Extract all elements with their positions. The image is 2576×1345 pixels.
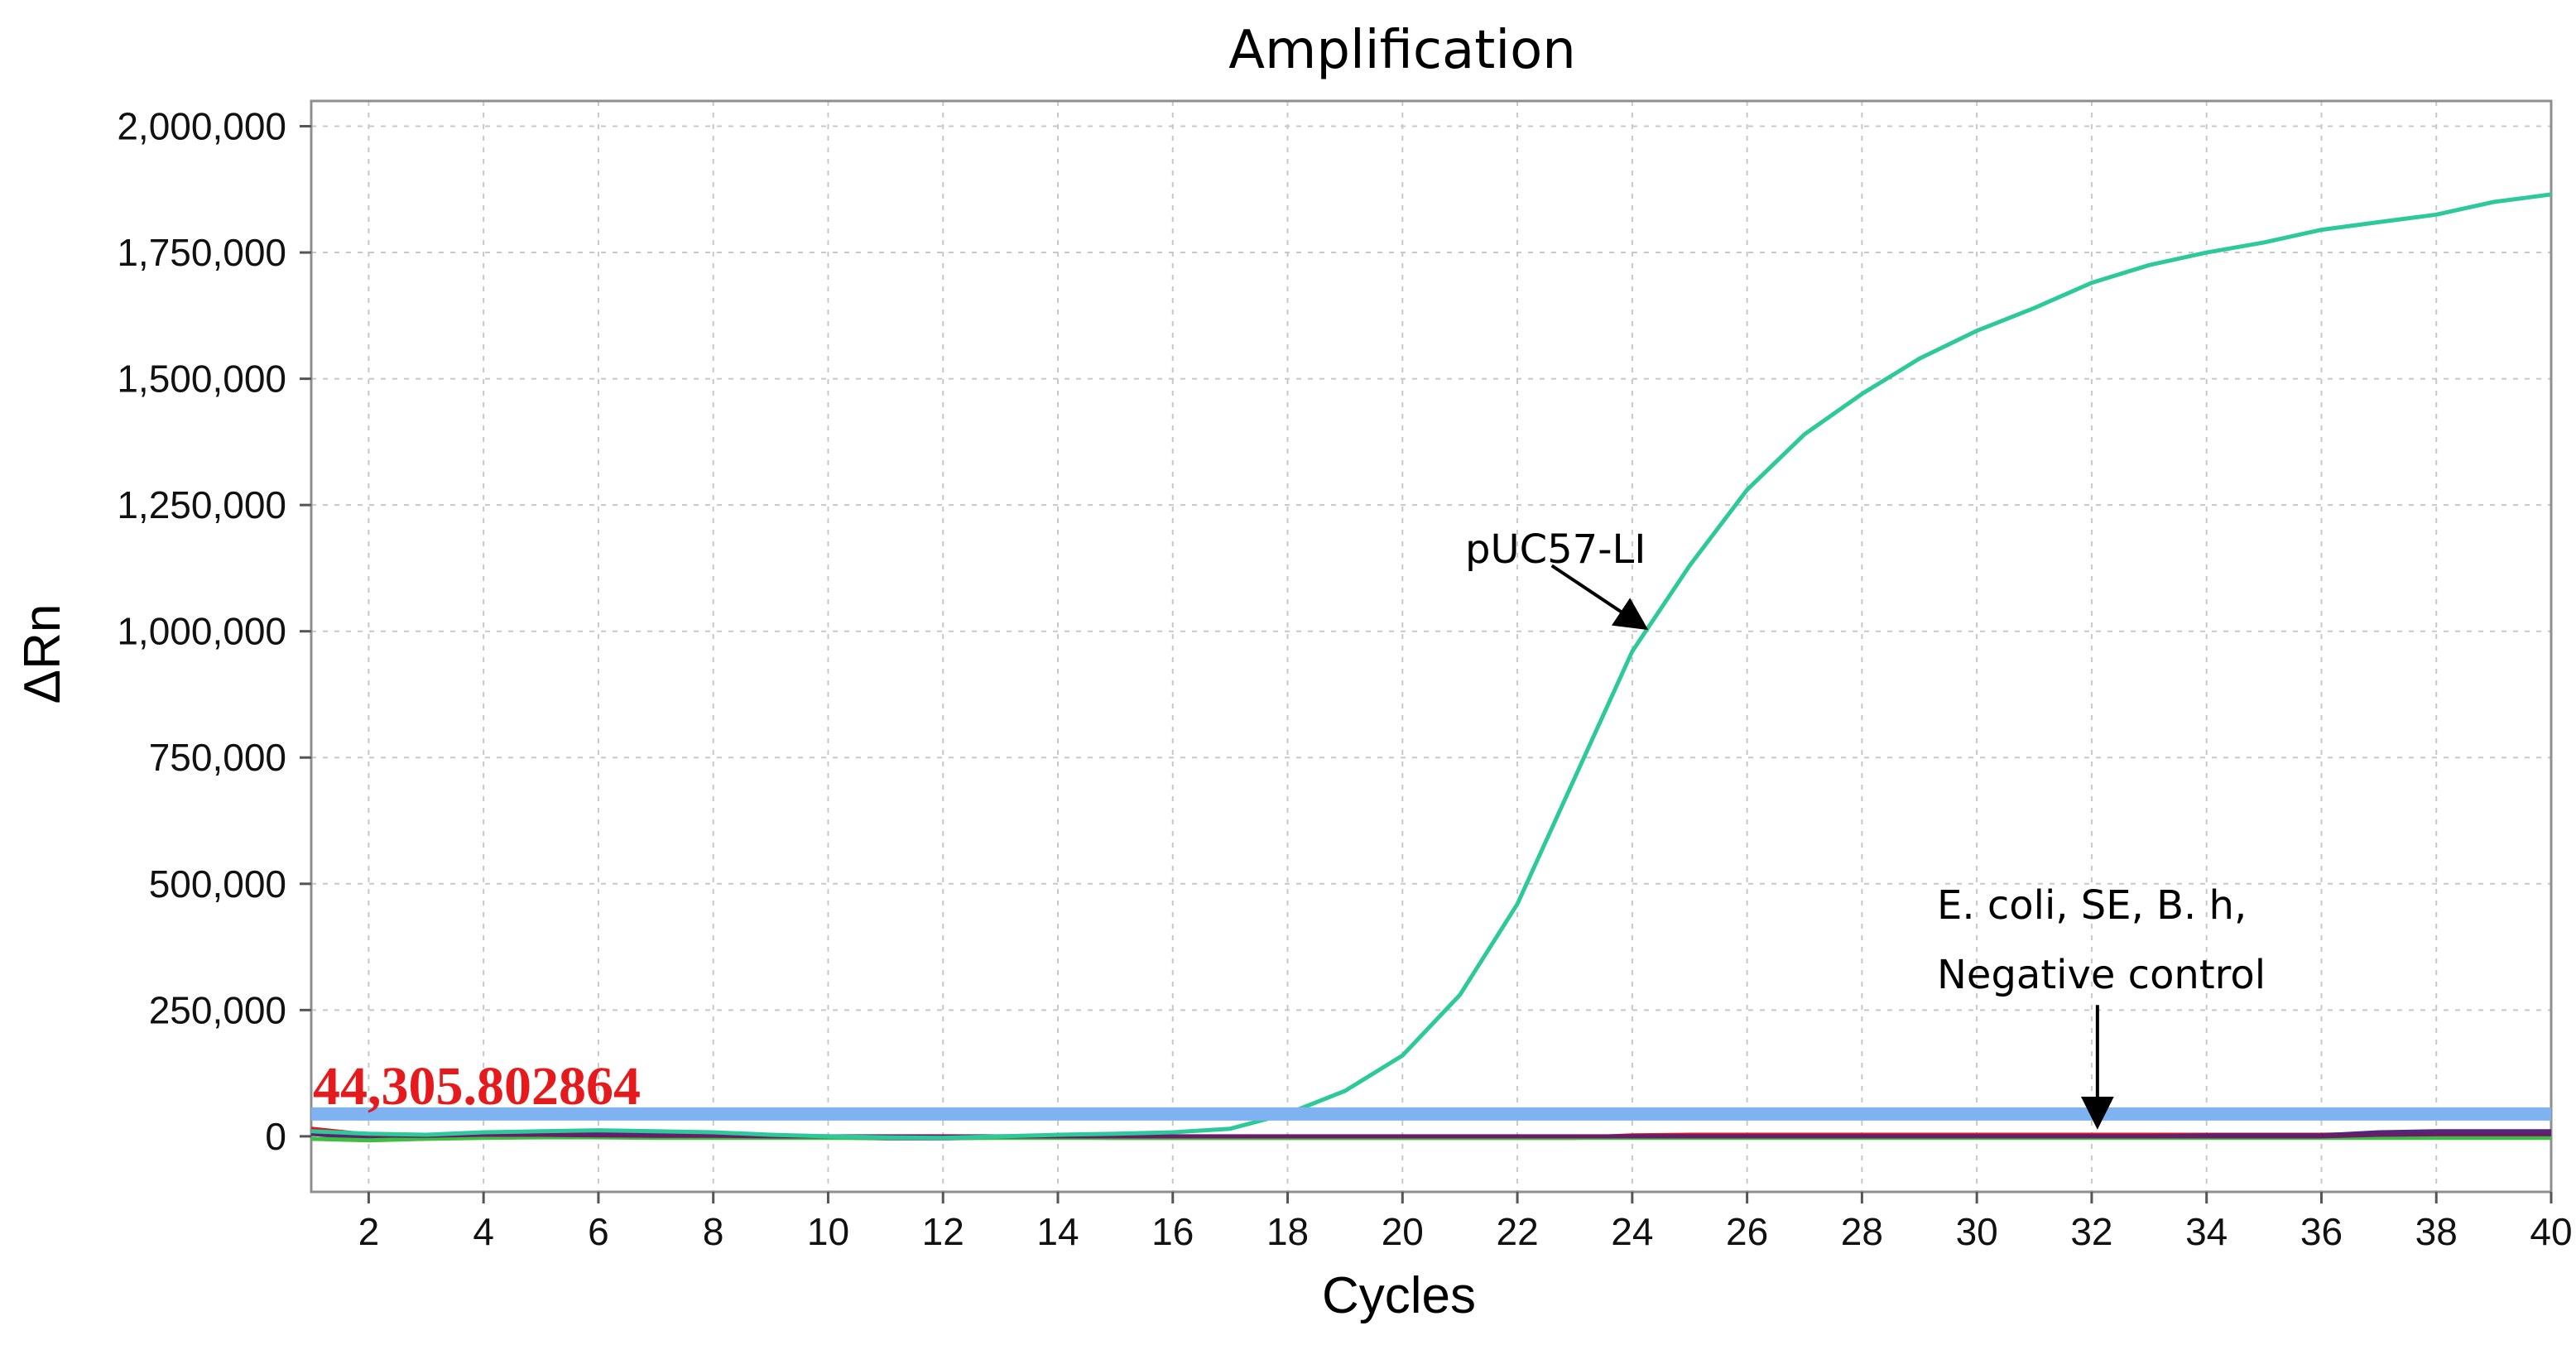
threshold-label: 44,305.802864 [313, 1056, 641, 1117]
x-tick-label: 12 [922, 1210, 964, 1253]
x-tick-label: 16 [1151, 1210, 1194, 1253]
series-line-negative-control [310, 1130, 2551, 1139]
x-tick-label: 32 [2070, 1210, 2112, 1253]
y-tick-label: 0 [265, 1115, 286, 1158]
chart-title: Amplification [1228, 20, 1576, 81]
annotation-baseline-label-line2: Negative control [1937, 952, 2266, 998]
x-tick-label: 18 [1266, 1210, 1309, 1253]
y-tick-label: 1,500,000 [117, 358, 286, 401]
x-axis-label: Cycles [1322, 1267, 1476, 1324]
y-tick-label: 1,250,000 [117, 483, 286, 526]
x-tick-label: 30 [1956, 1210, 1998, 1253]
threshold-layer: 44,305.802864 [311, 1056, 2551, 1121]
x-tick-label: 28 [1841, 1210, 1883, 1253]
x-tick-label: 36 [2300, 1210, 2343, 1253]
series-line-puc57-li [310, 192, 2552, 1141]
y-tick-label: 250,000 [149, 988, 286, 1031]
y-tick-label: 500,000 [149, 862, 286, 905]
x-tick-label: 24 [1611, 1210, 1653, 1253]
x-tick-label: 2 [358, 1210, 380, 1253]
annotation-layer: pUC57-LI E. coli, SE, B. h, Negative con… [1465, 526, 2266, 1130]
y-axis-label: ΔRn [14, 604, 71, 704]
x-tick-label: 10 [807, 1210, 849, 1253]
x-tick-label: 4 [473, 1210, 494, 1253]
x-tick-label: 38 [2415, 1210, 2458, 1253]
y-tick-label: 1,750,000 [117, 231, 286, 274]
y-tick-label: 2,000,000 [117, 105, 286, 148]
x-tick-label: 8 [703, 1210, 724, 1253]
x-tick-label: 26 [1726, 1210, 1768, 1253]
x-tick-label: 40 [2530, 1210, 2572, 1253]
y-tick-label: 750,000 [149, 736, 286, 779]
annotation-baseline-label-line1: E. coli, SE, B. h, [1937, 882, 2247, 929]
plot-frame [310, 99, 2553, 1194]
x-tick-label: 20 [1382, 1210, 1424, 1253]
x-tick-label: 34 [2185, 1210, 2228, 1253]
y-tick-label: 1,000,000 [117, 610, 286, 653]
x-tick-label: 14 [1036, 1210, 1079, 1253]
grid-layer [311, 101, 2552, 1192]
x-tick-label: 22 [1496, 1210, 1538, 1253]
x-tick-label: 6 [588, 1210, 609, 1253]
annotation-puc57-arrow [1550, 564, 1649, 631]
annotation-puc57-label: pUC57-LI [1465, 526, 1646, 573]
axis-layer: 2 4 6 8 10 12 14 16 18 20 22 24 26 28 30 32 34 36 38 400250… [117, 105, 2572, 1253]
series-layer [310, 192, 2552, 1143]
